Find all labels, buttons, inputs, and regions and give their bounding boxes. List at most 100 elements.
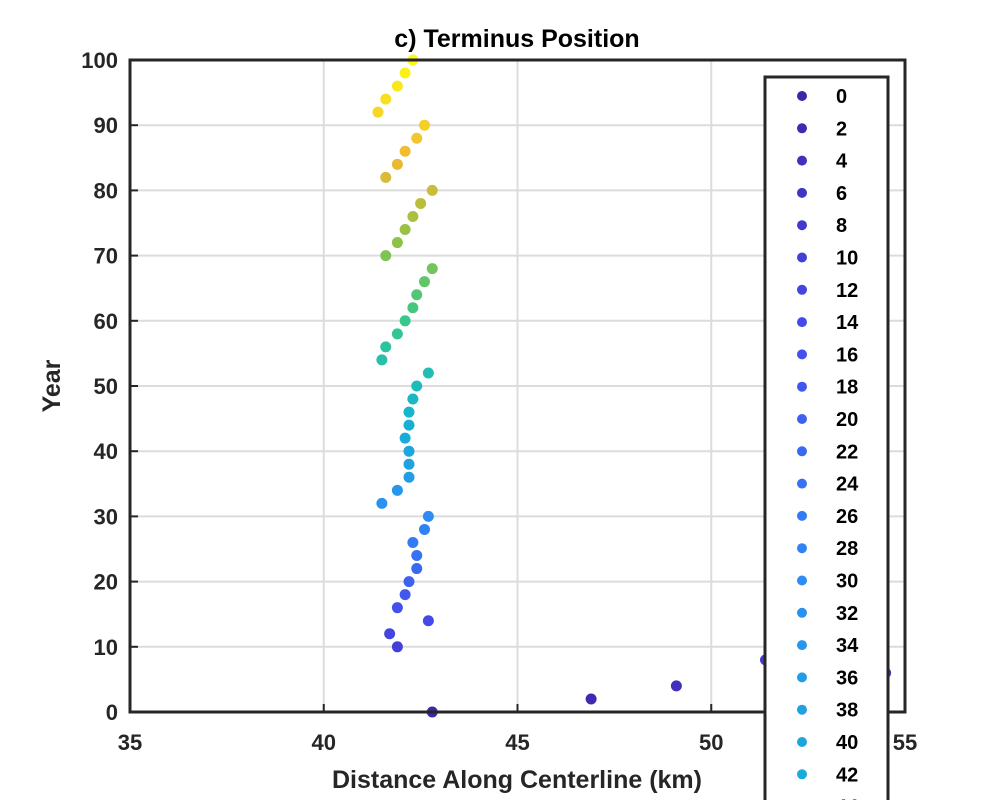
y-tick-label: 10: [94, 635, 118, 660]
data-point-year-82: [380, 171, 392, 183]
data-point-year-2: [585, 693, 597, 705]
data-point-year-4: [670, 680, 682, 692]
legend-label: 12: [836, 280, 858, 302]
legend-marker: [797, 704, 807, 715]
legend-marker: [797, 672, 807, 683]
data-point-year-52: [422, 367, 434, 379]
data-point-year-74: [399, 224, 411, 236]
x-tick-label: 35: [118, 730, 142, 755]
y-tick-label: 50: [94, 374, 118, 399]
data-point-year-84: [391, 158, 403, 170]
legend-marker: [797, 155, 807, 166]
legend-marker: [797, 769, 807, 780]
legend-label: 22: [836, 441, 858, 463]
legend-label: 16: [836, 344, 858, 366]
data-point-year-68: [426, 263, 438, 275]
data-point-year-92: [372, 106, 384, 118]
data-point-year-36: [403, 471, 415, 483]
data-point-year-56: [380, 341, 392, 353]
legend-marker: [797, 123, 807, 134]
data-point-year-22: [411, 563, 423, 575]
y-tick-label: 90: [94, 113, 118, 138]
legend-marker: [797, 737, 807, 747]
x-tick-label: 55: [893, 730, 917, 755]
data-point-year-72: [391, 237, 403, 249]
legend-marker: [797, 91, 807, 101]
legend-label: 40: [836, 732, 858, 754]
legend-label: 24: [836, 474, 859, 496]
data-point-year-50: [411, 380, 423, 392]
data-point-year-12: [384, 628, 396, 640]
data-point-year-62: [407, 302, 419, 314]
legend-label: 42: [836, 764, 858, 786]
legend-marker: [797, 220, 807, 231]
legend-label: 44: [836, 797, 859, 800]
data-point-year-54: [376, 354, 388, 366]
data-point-year-46: [403, 406, 415, 418]
x-tick-label: 50: [699, 730, 723, 755]
data-point-year-26: [407, 536, 419, 548]
x-axis-title: Distance Along Centerline (km): [332, 766, 702, 794]
plot-title: c) Terminus Position: [394, 25, 639, 53]
data-point-year-48: [407, 393, 419, 405]
legend-marker: [797, 510, 807, 521]
data-point-year-80: [426, 184, 438, 196]
legend-marker: [797, 317, 807, 328]
x-tick-label: 40: [312, 730, 336, 755]
legend-marker: [797, 252, 807, 263]
data-point-year-14: [422, 615, 434, 627]
legend-label: 6: [836, 183, 847, 205]
legend-marker: [797, 543, 807, 554]
y-tick-label: 80: [94, 178, 118, 203]
legend-marker: [797, 575, 807, 586]
data-point-year-60: [399, 315, 411, 327]
legend-marker: [797, 414, 807, 424]
data-point-year-30: [422, 510, 434, 522]
data-point-year-88: [411, 132, 423, 144]
legend-marker: [797, 478, 807, 489]
legend-label: 34: [836, 635, 859, 657]
legend-label: 32: [836, 603, 858, 625]
y-tick-label: 20: [94, 570, 118, 595]
legend-label: 2: [836, 118, 847, 140]
data-point-year-42: [399, 432, 411, 444]
data-point-year-78: [415, 197, 427, 209]
legend-label: 10: [836, 248, 858, 270]
legend-marker: [797, 187, 807, 198]
legend-marker: [797, 640, 807, 651]
legend: 0246810121416182022242628303234363840424…: [763, 75, 890, 800]
y-axis-title: Year: [38, 359, 66, 412]
data-point-year-64: [411, 289, 423, 301]
data-point-year-70: [380, 250, 392, 262]
data-point-year-28: [419, 523, 430, 535]
y-tick-label: 40: [94, 439, 118, 464]
legend-label: 38: [836, 700, 858, 722]
data-point-year-16: [391, 602, 403, 614]
y-tick-label: 70: [94, 244, 118, 269]
data-point-year-18: [399, 589, 411, 601]
legend-label: 18: [836, 377, 858, 399]
legend-label: 26: [836, 506, 858, 528]
data-point-year-40: [403, 445, 415, 457]
legend-label: 4: [836, 151, 848, 173]
data-point-year-96: [391, 80, 403, 92]
data-point-year-32: [376, 497, 388, 509]
data-point-year-98: [399, 67, 411, 79]
data-point-year-24: [411, 550, 423, 562]
y-tick-label: 60: [94, 309, 118, 334]
legend-label: 20: [836, 409, 858, 431]
legend-marker: [797, 446, 807, 457]
legend-label: 30: [836, 571, 858, 593]
data-points: [372, 54, 892, 718]
legend-marker: [797, 349, 807, 360]
legend-marker: [797, 381, 807, 392]
y-tick-label: 30: [94, 504, 118, 529]
data-point-year-66: [419, 276, 430, 288]
data-point-year-10: [391, 641, 403, 653]
data-point-year-20: [403, 576, 415, 588]
legend-label: 0: [836, 86, 847, 108]
data-point-year-58: [391, 328, 403, 340]
data-point-year-76: [407, 210, 419, 222]
